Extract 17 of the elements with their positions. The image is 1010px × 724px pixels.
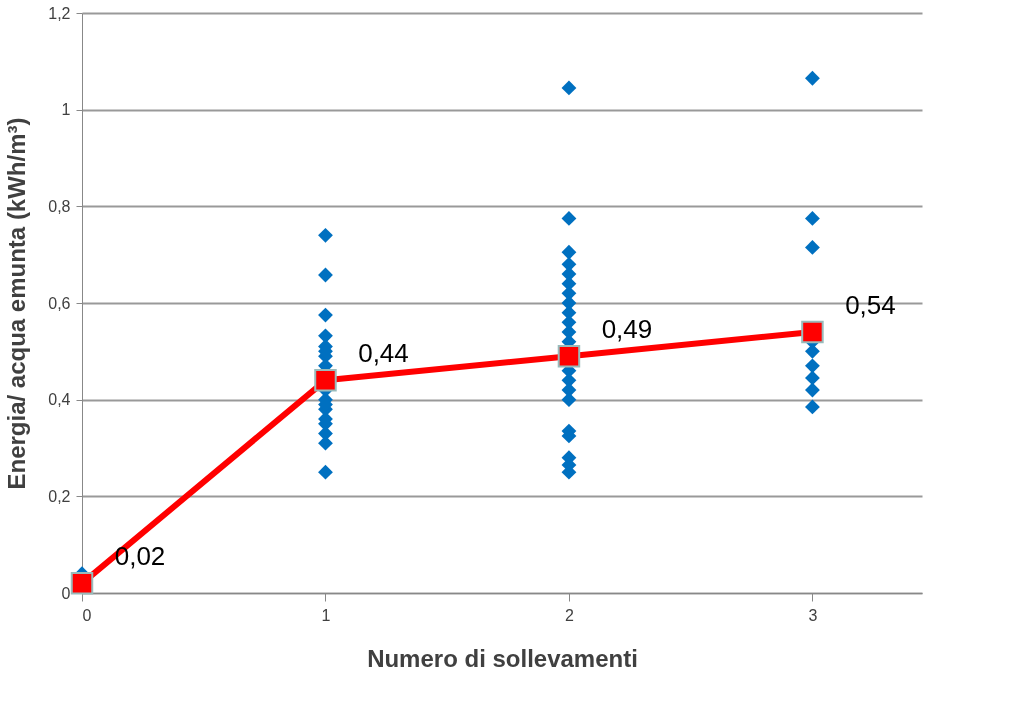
x-tick-label: 1 (321, 606, 331, 624)
x-tick-label: 0 (82, 606, 92, 624)
y-tick-label: 1 (61, 101, 71, 119)
y-tick-label: 0,8 (48, 197, 71, 215)
y-tick-label: 0,6 (48, 294, 71, 312)
y-axis-title: Energia/ acqua emunta (kWh/m³) (3, 117, 31, 490)
x-tick-label: 3 (808, 606, 818, 624)
y-tick-label: 1,2 (48, 4, 71, 22)
x-tick-label: 2 (565, 606, 574, 624)
data-label: 0,49 (601, 314, 653, 345)
data-label: 0,02 (114, 541, 166, 572)
x-axis-title: Numero di sollevamenti (367, 644, 638, 672)
y-tick-label: 0,2 (48, 487, 71, 505)
y-tick-label: 0,4 (48, 391, 71, 409)
y-tick-label: 0 (61, 584, 71, 602)
data-label: 0,44 (358, 338, 409, 369)
data-label: 0,54 (845, 290, 896, 320)
